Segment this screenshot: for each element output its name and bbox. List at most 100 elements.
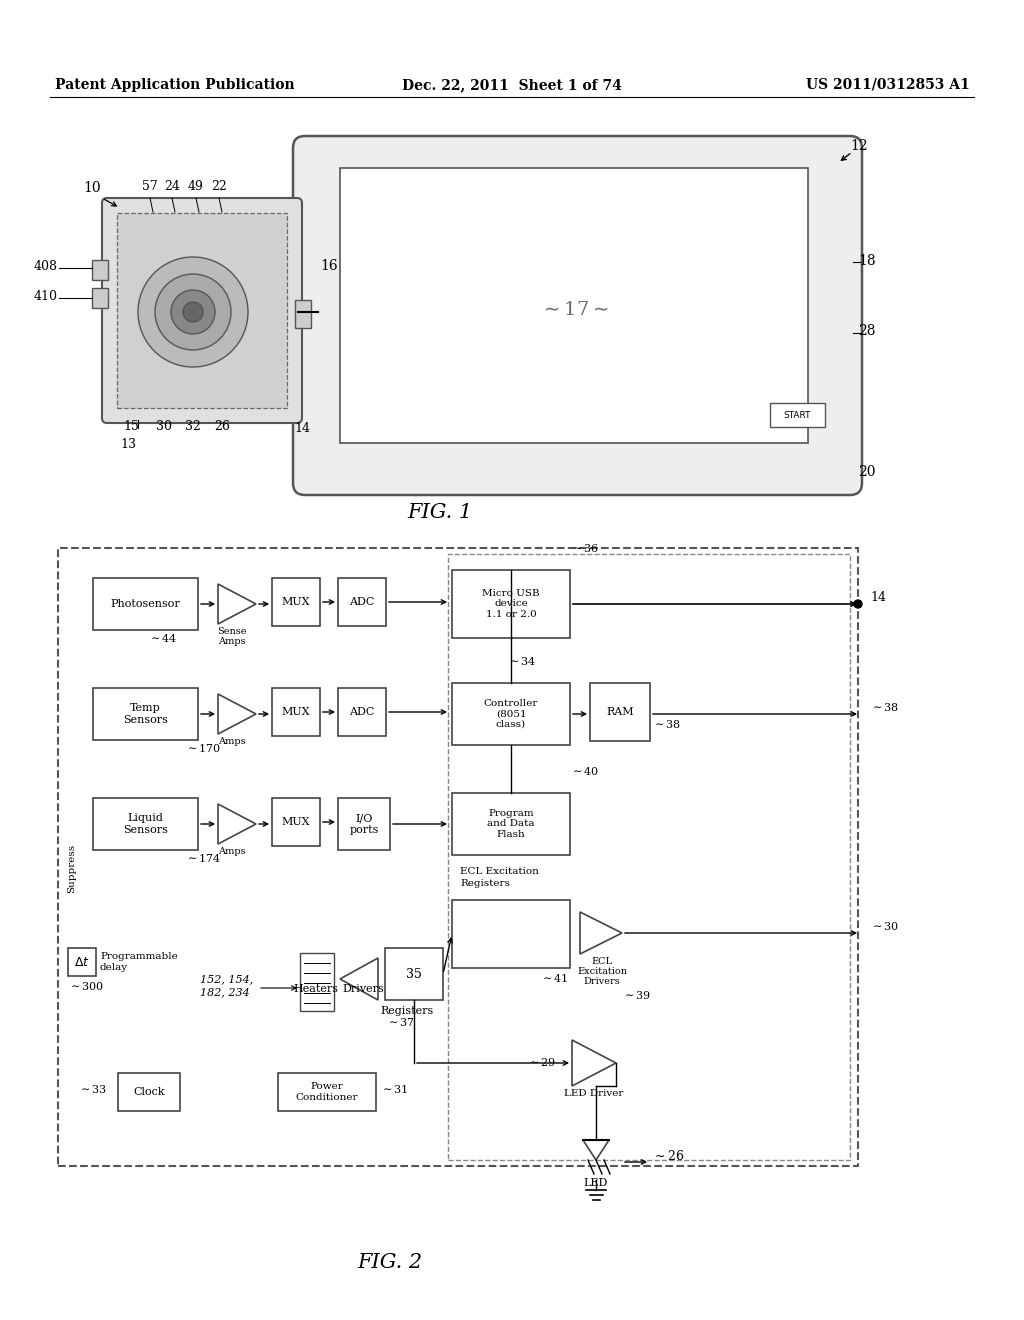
FancyBboxPatch shape [293,136,862,495]
Text: 26: 26 [214,420,230,433]
Text: Photosensor: Photosensor [111,599,180,609]
Text: Amps: Amps [218,847,246,855]
Text: $\sim$41: $\sim$41 [540,972,568,983]
Text: $\sim$39: $\sim$39 [622,989,651,1001]
Bar [449,554,850,1160]
Text: ADC: ADC [349,708,375,717]
Text: 32: 32 [185,420,201,433]
Bar [385,948,443,1001]
Text: RAM: RAM [606,708,634,717]
Text: $\sim$300: $\sim$300 [68,979,104,993]
Bar [118,1073,180,1111]
Text: 16: 16 [319,259,338,273]
Text: Amps: Amps [218,737,246,746]
Circle shape [171,290,215,334]
Bar [92,288,108,308]
Text: $\sim$31: $\sim$31 [380,1082,409,1096]
Bar [272,688,319,737]
Polygon shape [580,912,622,954]
Polygon shape [340,958,378,1001]
Text: Temp
Sensors: Temp Sensors [123,704,168,725]
Text: $\Delta t$: $\Delta t$ [74,956,90,969]
Bar [68,948,96,975]
Text: 12: 12 [850,139,867,153]
Polygon shape [218,694,256,734]
Text: $\sim$38: $\sim$38 [652,718,681,730]
Text: $\sim$29: $\sim$29 [527,1056,556,1068]
Bar [300,953,334,1011]
Bar [452,793,570,855]
Polygon shape [218,804,256,843]
Text: Amps: Amps [218,638,246,645]
Bar [338,578,386,626]
Text: $\sim$33: $\sim$33 [78,1082,106,1096]
Text: Patent Application Publication: Patent Application Publication [55,78,295,92]
Text: 13: 13 [120,438,136,451]
Text: 49: 49 [188,180,204,193]
Bar [93,799,198,850]
Text: $\sim$40: $\sim$40 [570,766,599,777]
Bar [338,799,390,850]
Text: MUX: MUX [282,597,310,607]
Bar [340,168,808,444]
Text: 408: 408 [34,260,58,273]
Text: Heaters: Heaters [294,983,339,994]
Text: Registers: Registers [380,1006,433,1016]
Text: $\sim$44: $\sim$44 [148,632,177,644]
Bar [295,300,311,327]
Text: US 2011/0312853 A1: US 2011/0312853 A1 [806,78,970,92]
Text: 18: 18 [858,253,876,268]
Text: 35: 35 [407,968,422,981]
Text: ADC: ADC [349,597,375,607]
Text: ECL Excitation: ECL Excitation [460,867,539,876]
Text: 22: 22 [211,180,227,193]
Text: Drivers: Drivers [342,983,384,994]
Text: $\sim$174: $\sim$174 [185,851,221,865]
Text: 14: 14 [294,422,310,436]
Text: ECL: ECL [592,957,612,966]
Bar [452,570,570,638]
Text: MUX: MUX [282,817,310,828]
Text: Suppress: Suppress [68,843,77,892]
Text: LED Driver: LED Driver [564,1089,624,1098]
Text: LED: LED [584,1177,608,1188]
Bar [117,213,287,408]
Text: Clock: Clock [133,1086,165,1097]
Text: Sense: Sense [217,627,247,636]
Bar [272,578,319,626]
Text: FIG. 2: FIG. 2 [357,1253,423,1272]
Circle shape [854,601,862,609]
Circle shape [183,302,203,322]
Bar [452,682,570,744]
Text: 15: 15 [123,420,139,433]
Text: I/O
ports: I/O ports [349,813,379,834]
Text: $\sim$37: $\sim$37 [386,1016,415,1028]
Polygon shape [572,1040,616,1086]
Text: 14: 14 [870,591,886,605]
Text: Controller
(8051
class): Controller (8051 class) [483,700,539,729]
Text: $\sim$26: $\sim$26 [652,1148,684,1163]
Bar [338,688,386,737]
Text: Program
and Data
Flash: Program and Data Flash [487,809,535,840]
Bar [92,260,108,280]
Text: 24: 24 [164,180,180,193]
Bar [452,900,570,968]
Text: Drivers: Drivers [584,977,621,986]
Text: Registers: Registers [460,879,510,888]
Text: Micro USB
device
1.1 or 2.0: Micro USB device 1.1 or 2.0 [482,589,540,619]
Text: MUX: MUX [282,708,310,717]
Text: 10: 10 [83,181,100,195]
Bar [278,1073,376,1111]
Text: $\sim$38: $\sim$38 [870,701,899,713]
Text: Power
Conditioner: Power Conditioner [296,1082,358,1102]
Text: $\sim$36: $\sim$36 [570,543,599,554]
Text: 28: 28 [858,323,876,338]
Text: $\sim$17$\sim$: $\sim$17$\sim$ [540,301,608,319]
Polygon shape [218,583,256,624]
Text: $\sim$34: $\sim$34 [507,655,537,667]
Text: 57: 57 [142,180,158,193]
Text: FIG. 1: FIG. 1 [408,503,472,521]
Bar [58,548,858,1166]
Bar [770,403,825,426]
Text: 20: 20 [858,465,876,479]
